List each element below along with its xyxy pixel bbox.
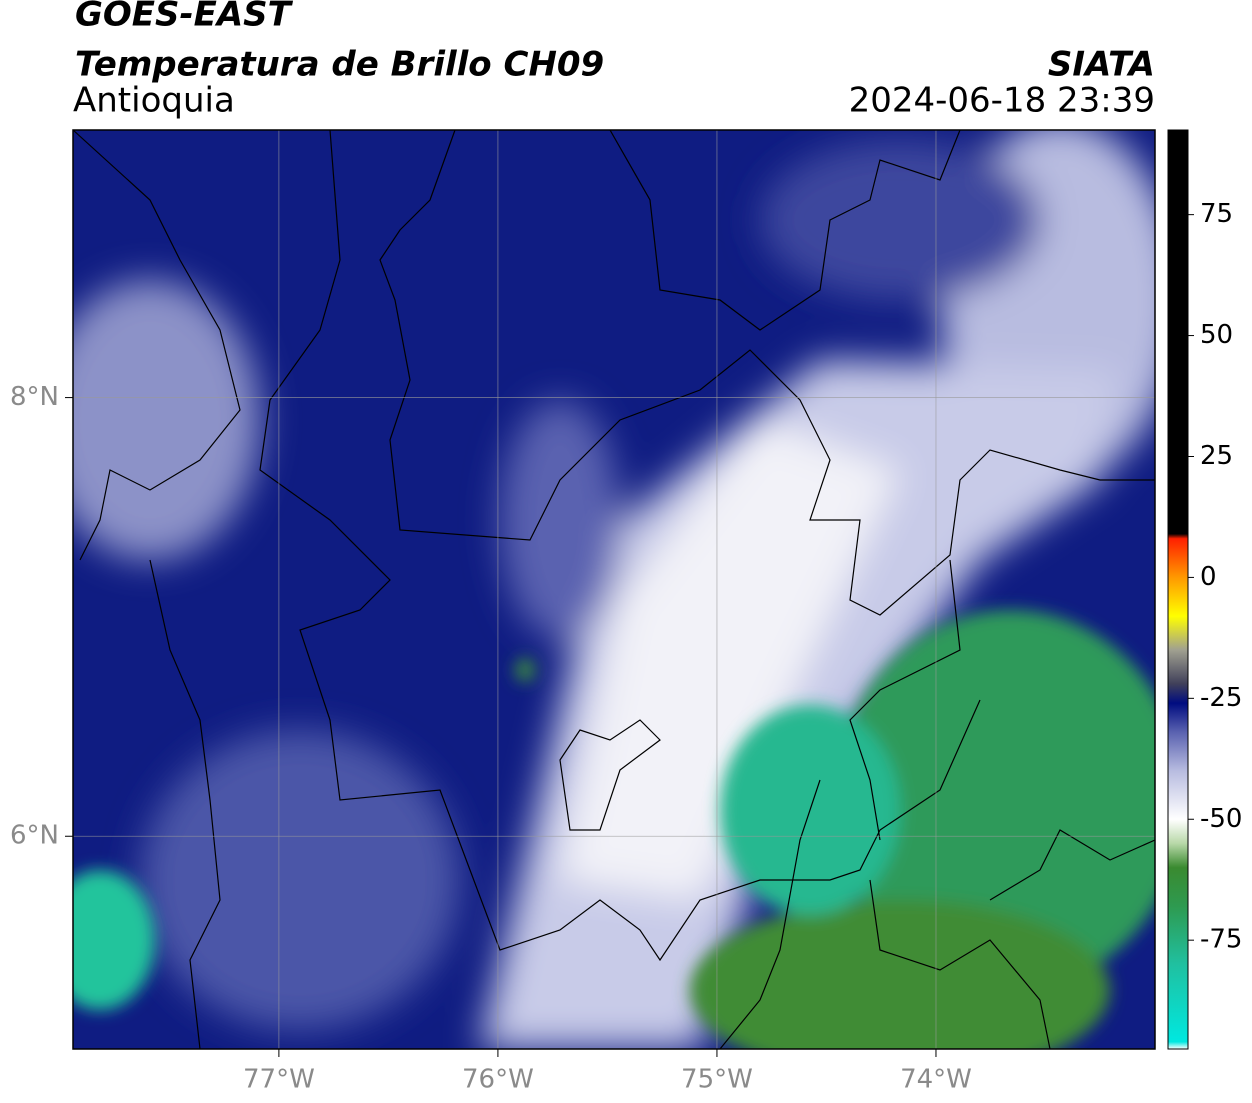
x-tick-label: 76°W <box>462 1065 534 1095</box>
colorbar-tick-label: 0 <box>1200 562 1217 592</box>
colorbar-tick-label: -75 <box>1200 925 1242 955</box>
x-tick-label: 74°W <box>900 1065 972 1095</box>
colorbar-tick-label: -25 <box>1200 683 1242 713</box>
colorbar <box>1167 129 1189 1050</box>
colorbar-tick-label: -50 <box>1200 804 1242 834</box>
x-tick-label: 75°W <box>681 1065 753 1095</box>
map-frame <box>72 129 1156 1050</box>
colorbar-tick-label: 75 <box>1200 199 1233 229</box>
satellite-image <box>73 130 1155 1049</box>
region: Antioquia <box>73 81 235 121</box>
agency: SIATA <box>1048 45 1155 85</box>
y-tick-label: 8°N <box>10 382 59 412</box>
y-tick-label: 6°N <box>10 821 59 851</box>
title: GOES-EAST <box>75 0 294 35</box>
timestamp: 2024-06-18 23:39 <box>849 81 1155 121</box>
colorbar-tick-label: 25 <box>1200 441 1233 471</box>
title: Temperatura de Brillo CH09 <box>75 45 604 85</box>
colorbar-tick-label: 50 <box>1200 320 1233 350</box>
x-tick-label: 77°W <box>243 1065 315 1095</box>
